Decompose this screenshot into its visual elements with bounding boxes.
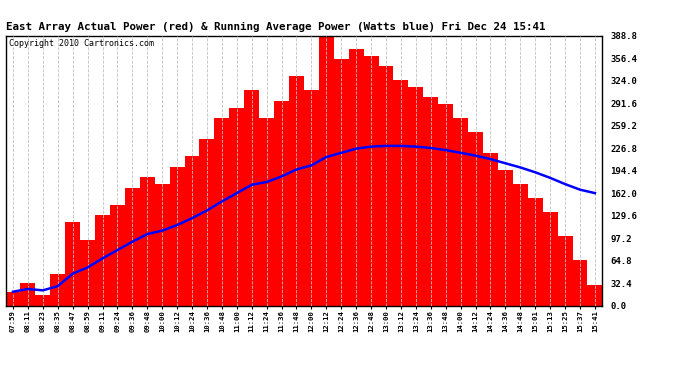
Bar (289, 76, 304, 306)
Bar (140, 177, 155, 306)
Bar (185, 156, 199, 306)
Bar (393, 80, 408, 306)
Bar (125, 188, 140, 306)
Bar (334, 59, 348, 306)
Bar (558, 236, 573, 306)
Text: East Array Actual Power (red) & Running Average Power (Watts blue) Fri Dec 24 15: East Array Actual Power (red) & Running … (6, 22, 545, 32)
Bar (453, 118, 468, 306)
Bar (483, 153, 498, 306)
Bar (587, 285, 602, 306)
Bar (528, 198, 543, 306)
Bar (408, 87, 424, 306)
Bar (110, 205, 125, 306)
Text: Copyright 2010 Cartronics.com: Copyright 2010 Cartronics.com (9, 39, 154, 48)
Bar (155, 184, 170, 306)
Bar (468, 132, 483, 306)
Bar (50, 274, 65, 306)
Bar (215, 118, 229, 306)
Bar (259, 118, 274, 306)
Bar (379, 66, 393, 306)
Bar (199, 139, 215, 306)
Bar (21, 284, 35, 306)
Bar (65, 222, 80, 306)
Bar (6, 292, 21, 306)
Bar (573, 261, 587, 306)
Bar (80, 240, 95, 306)
Bar (543, 212, 558, 306)
Bar (348, 49, 364, 306)
Bar (35, 295, 50, 306)
Bar (513, 184, 528, 306)
Bar (244, 90, 259, 306)
Bar (364, 56, 379, 306)
Bar (498, 170, 513, 306)
Bar (304, 90, 319, 306)
Bar (274, 101, 289, 306)
Bar (170, 167, 184, 306)
Bar (229, 108, 244, 306)
Bar (319, 36, 334, 306)
Bar (438, 104, 453, 306)
Bar (95, 215, 110, 306)
Bar (424, 97, 438, 306)
